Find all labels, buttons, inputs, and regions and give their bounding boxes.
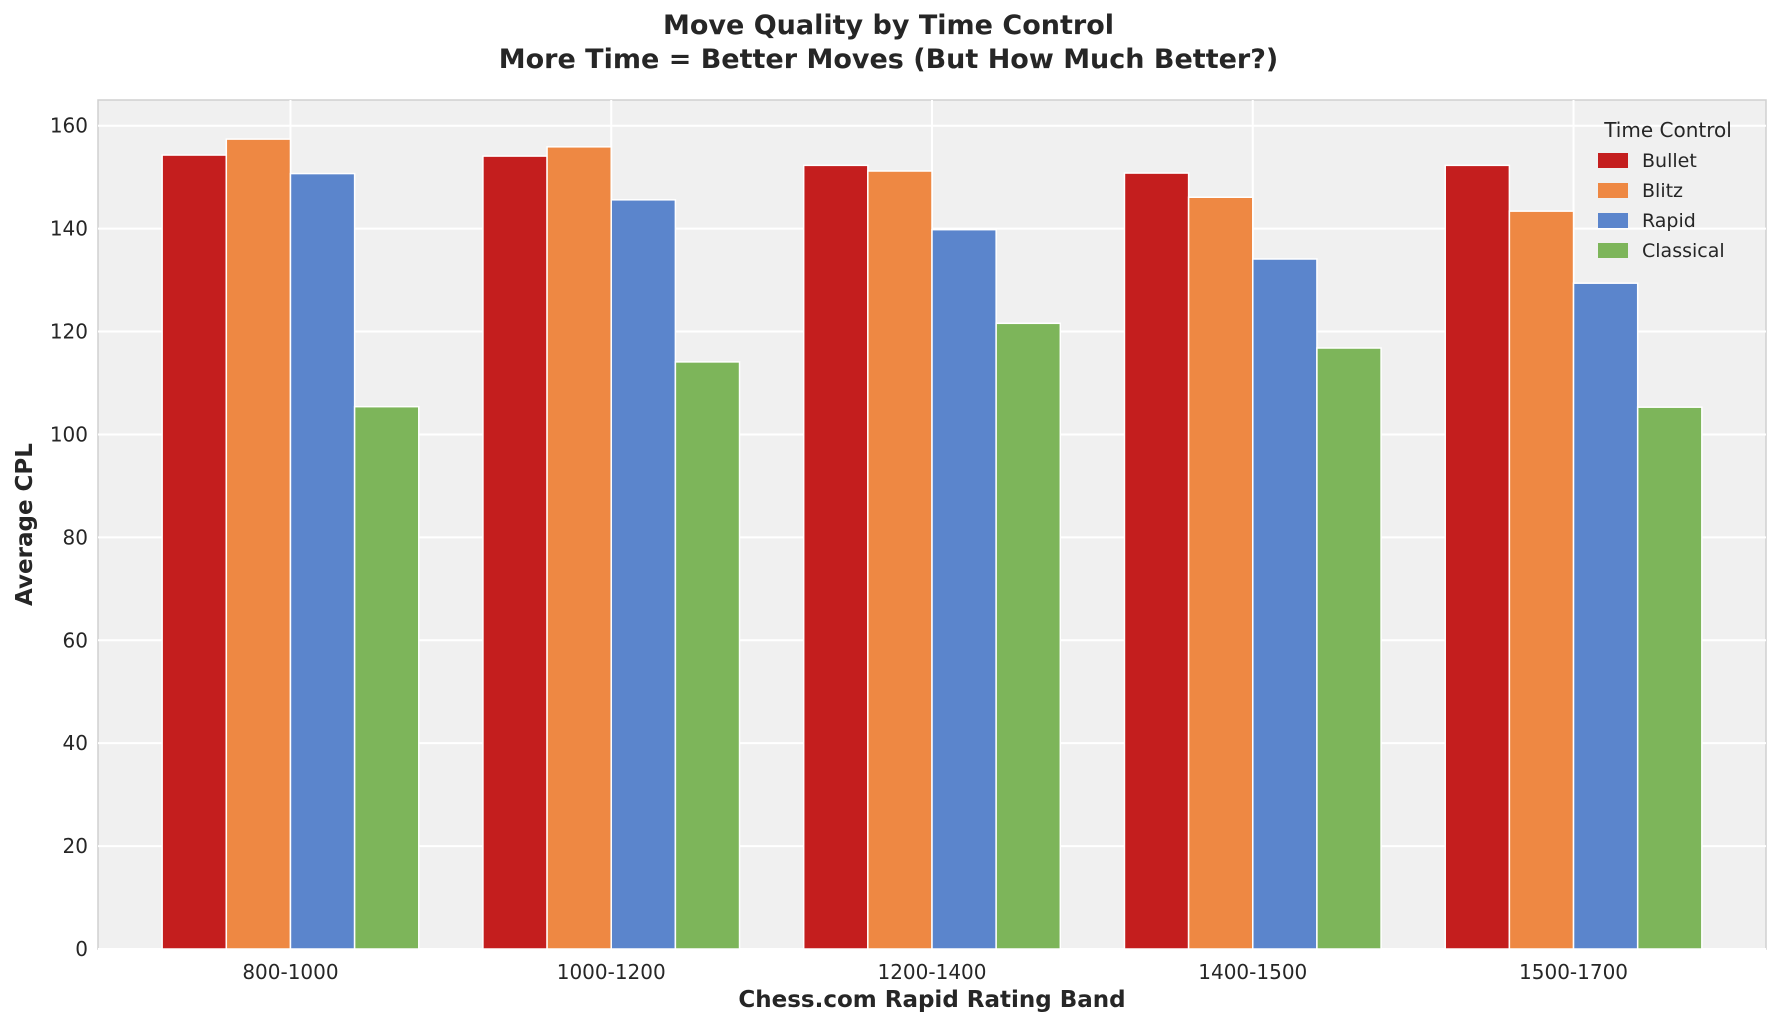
bar-blitz-1200-1400 (867, 170, 933, 950)
bar-blitz-800-1000 (225, 138, 292, 950)
bar-rapid-1400-1500 (1252, 258, 1318, 950)
y-tick-label: 20 (63, 834, 88, 858)
bar-rapid-1000-1200 (610, 199, 677, 950)
bar-blitz-1500-1700 (1508, 210, 1575, 950)
chart-title: Move Quality by Time Control (663, 10, 1114, 41)
legend-label-classical: Classical (1642, 240, 1725, 262)
bar-blitz-1000-1200 (546, 146, 612, 950)
x-tick-label: 800-1000 (242, 960, 338, 984)
x-axis-ticks: 800-1000 1000-1200 1200-1400 1400-1500 1500-… (242, 960, 1628, 984)
legend-label-bullet: Bullet (1642, 150, 1697, 172)
chart-subtitle: More Time = Better Moves (But How Much B… (498, 44, 1279, 75)
y-tick-label: 160 (50, 114, 88, 138)
legend-swatch-classical (1598, 243, 1628, 258)
legend-label-blitz: Blitz (1642, 180, 1683, 202)
legend-label-rapid: Rapid (1642, 210, 1696, 232)
legend: Time Control Bullet Blitz Rapid Classical (1598, 118, 1732, 262)
legend-title: Time Control (1603, 118, 1732, 142)
bars (161, 138, 1703, 950)
x-tick-label: 1500-1700 (1519, 960, 1628, 984)
bar-bullet-800-1000 (161, 154, 228, 950)
bar-bullet-1000-1200 (482, 155, 548, 950)
bar-classical-1500-1700 (1636, 406, 1703, 950)
x-tick-label: 1200-1400 (877, 960, 986, 984)
y-tick-label: 60 (63, 628, 88, 652)
bar-rapid-800-1000 (289, 172, 356, 950)
bar-bullet-1200-1400 (802, 164, 869, 950)
y-tick-label: 0 (75, 937, 88, 961)
bar-rapid-1200-1400 (931, 228, 997, 950)
y-tick-label: 40 (63, 731, 88, 755)
bar-classical-800-1000 (353, 405, 420, 950)
y-axis-label: Average CPL (12, 443, 38, 606)
legend-swatch-bullet (1598, 153, 1628, 168)
bar-classical-1000-1200 (674, 361, 741, 950)
y-tick-label: 80 (63, 525, 88, 549)
y-tick-label: 120 (50, 320, 88, 344)
bar-rapid-1500-1700 (1572, 282, 1639, 950)
legend-swatch-blitz (1598, 183, 1628, 198)
x-tick-label: 1000-1200 (557, 960, 666, 984)
legend-swatch-rapid (1598, 213, 1628, 228)
bar-bullet-1400-1500 (1123, 172, 1190, 950)
x-tick-label: 1400-1500 (1198, 960, 1307, 984)
x-axis-label: Chess.com Rapid Rating Band (738, 987, 1125, 1013)
bar-classical-1200-1400 (995, 322, 1062, 950)
bar-classical-1400-1500 (1316, 347, 1382, 950)
bar-bullet-1500-1700 (1444, 164, 1511, 950)
y-axis-ticks: 0 20 40 60 80 100 120 140 160 (50, 114, 88, 961)
y-tick-label: 100 (50, 422, 88, 446)
y-tick-label: 140 (50, 217, 88, 241)
bar-blitz-1400-1500 (1187, 196, 1254, 950)
